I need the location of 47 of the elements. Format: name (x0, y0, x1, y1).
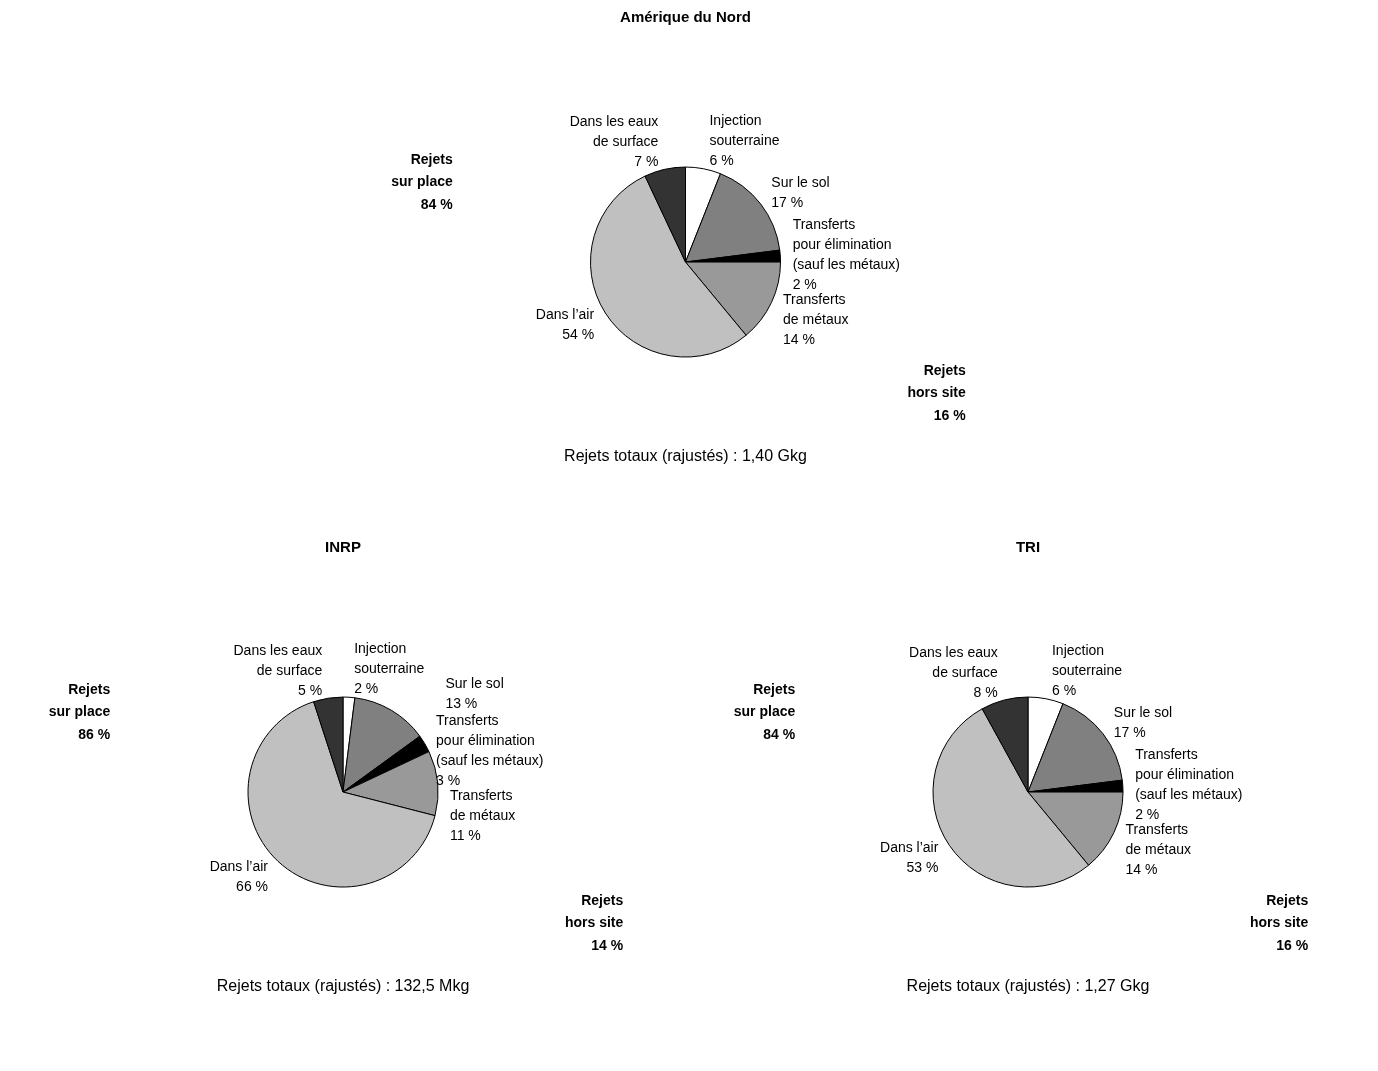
slice-label: Dans l’air (535, 305, 595, 322)
slice-label: Sur le sol (445, 675, 504, 692)
chart-title: Amérique du Nord (620, 7, 751, 25)
data-label: 13 % (445, 695, 478, 712)
text: Rejets hors site 16 % (1249, 891, 1309, 953)
text: Rejets totaux (rajustés) : 1,27 Gkg (906, 976, 1150, 994)
data-label: 5 % (298, 681, 323, 698)
slice-label: Transferts de métaux (1125, 821, 1191, 858)
text: Rejets totaux (rajustés) : 1,40 Gkg (564, 446, 807, 464)
data-label: 14 % (783, 331, 816, 348)
text: Rejets hors site 14 % (564, 891, 624, 953)
slice-label: Injection souterraine (1051, 642, 1123, 679)
slice-label: Transferts de métaux (449, 787, 516, 824)
slice-label: Sur le sol (1113, 703, 1173, 720)
text: Rejets sur place 84 % (733, 680, 796, 742)
chart-title: INRP (325, 537, 361, 555)
text: Rejets sur place 86 % (48, 680, 111, 742)
slice-label: Dans l’air (880, 838, 939, 855)
data-label: 53 % (906, 858, 939, 875)
data-label: 17 % (1113, 723, 1146, 740)
slice-label: Transferts pour élimination (sauf les métaux) (436, 711, 544, 768)
slice-label: Dans les eaux de surface (909, 644, 998, 681)
slice-label: Injection souterraine (709, 112, 780, 149)
slice-label: Dans les eaux de surface (233, 641, 323, 678)
data-label: 2 % (354, 680, 379, 697)
chart-title: TRI (1015, 537, 1041, 555)
text: Rejets totaux (rajustés) : 132,5 Mkg (216, 976, 470, 994)
data-label: 11 % (449, 827, 481, 844)
data-label: 8 % (973, 684, 998, 701)
data-label: 17 % (771, 193, 804, 210)
data-label: 14 % (1125, 861, 1158, 878)
data-label: 6 % (709, 152, 734, 169)
data-label: 2 % (1135, 805, 1160, 822)
data-label: 66 % (236, 877, 269, 894)
slice-label: Injection souterraine (354, 640, 425, 677)
data-label: 6 % (1051, 682, 1077, 699)
slice-label: Sur le sol (771, 173, 830, 190)
slice-label: Dans les eaux de surface (569, 113, 659, 150)
slice-label: Transferts de métaux (783, 291, 849, 328)
slice-label: Transferts pour élimination (sauf les métaux) (792, 215, 901, 272)
slice-label: Transferts pour élimination (sauf les métaux) (1135, 745, 1243, 802)
data-label: 2 % (792, 275, 817, 292)
text: Rejets hors site 16 % (907, 361, 967, 423)
slice-label: Dans l’air (209, 857, 269, 874)
data-label: 7 % (634, 153, 659, 170)
data-label: 54 % (562, 325, 595, 342)
text: Rejets sur place 84 % (391, 150, 454, 212)
